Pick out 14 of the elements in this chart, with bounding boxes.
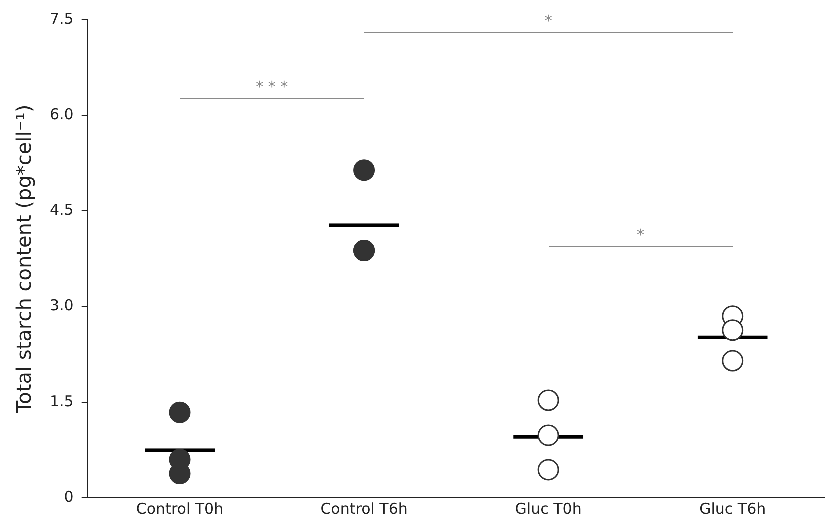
y-tick-label: 7.5 bbox=[50, 10, 74, 28]
x-tick-label: Control T6h bbox=[320, 500, 408, 518]
y-tick-label: 1.5 bbox=[50, 392, 74, 410]
y-tick-label: 0 bbox=[64, 488, 74, 506]
y-tick-label: 4.5 bbox=[50, 201, 74, 220]
y-tick-label: 6.0 bbox=[50, 105, 74, 124]
y-tick-label: 3.0 bbox=[50, 296, 74, 315]
x-tick-label: Gluc T0h bbox=[515, 500, 582, 518]
annotation: * * * bbox=[256, 78, 288, 96]
y-axis-title: Total starch content (pg*cell⁻¹) bbox=[12, 104, 36, 414]
x-tick-label: Gluc T6h bbox=[700, 500, 766, 518]
annotation: * bbox=[544, 12, 552, 30]
annotation: * bbox=[636, 226, 644, 244]
x-tick-label: Control T0h bbox=[136, 500, 224, 518]
